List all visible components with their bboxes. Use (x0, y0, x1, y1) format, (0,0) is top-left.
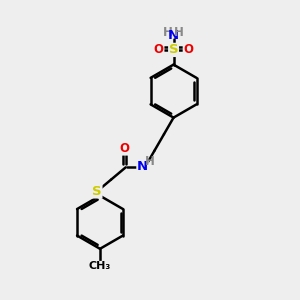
Text: O: O (154, 44, 164, 56)
Text: H: H (145, 155, 155, 168)
Text: H: H (163, 26, 173, 39)
Text: S: S (169, 44, 178, 56)
Text: O: O (119, 142, 130, 155)
Text: N: N (168, 29, 179, 42)
Text: S: S (92, 185, 102, 198)
Text: O: O (183, 44, 193, 56)
Text: CH₃: CH₃ (89, 262, 111, 272)
Text: H: H (174, 26, 184, 39)
Text: N: N (137, 160, 148, 173)
